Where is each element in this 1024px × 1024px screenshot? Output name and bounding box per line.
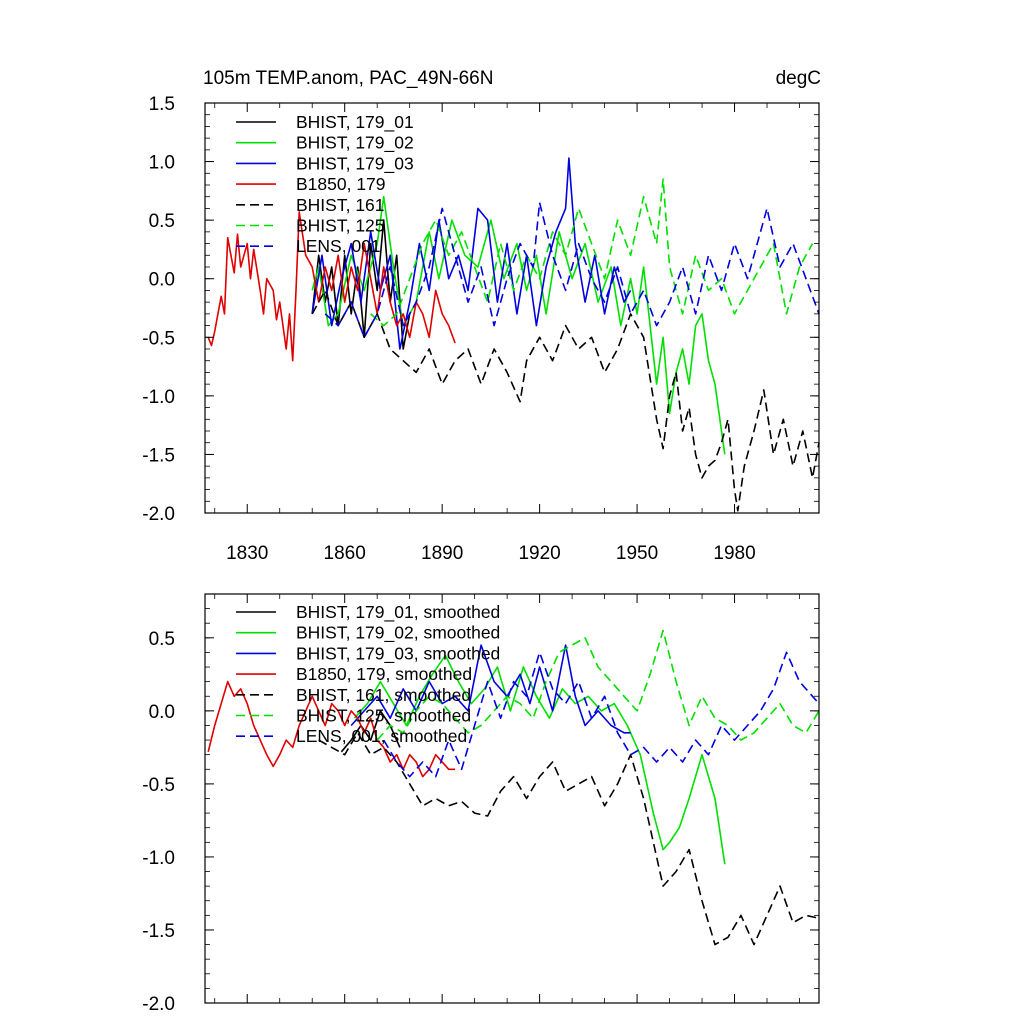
- top-plot-frame: [204, 102, 820, 514]
- top-xtick-label: 1920: [518, 543, 560, 564]
- top-xtick-label: 1980: [713, 543, 755, 564]
- top-legend-label-4: BHIST, 161: [296, 195, 385, 215]
- bottom-series-line-4: [318, 732, 820, 946]
- top-ytick-label: -1.0: [142, 387, 175, 408]
- bottom-ytick-label: -0.5: [142, 775, 175, 796]
- bottom-series-line-2: [350, 644, 631, 734]
- top-chart-units: degC: [776, 68, 821, 89]
- top-series-line-1: [311, 195, 726, 455]
- bottom-series-line-6: [383, 651, 820, 778]
- bottom-legend-label-3: B1850, 179, smoothed: [296, 664, 472, 684]
- bottom-ytick-label: -2.0: [142, 994, 175, 1015]
- bottom-ticks: -2.0 -1.5 -1.0 -0.5 0.0 0.5: [142, 593, 819, 1015]
- bottom-series-line-1: [353, 654, 726, 865]
- top-legend-label-5: BHIST, 125: [296, 216, 385, 236]
- bottom-series-line-3: [207, 680, 456, 778]
- top-chart-title: 105m TEMP.anom, PAC_49N-66N: [203, 68, 493, 89]
- bottom-legend-label-5: BHIST, 125, smoothed: [296, 706, 471, 726]
- top-ytick-label: -0.5: [142, 328, 175, 349]
- top-plot-lines: [207, 157, 820, 512]
- bottom-legend-label-4: BHIST, 161, smoothed: [296, 685, 471, 705]
- top-ytick-label: -1.5: [142, 445, 175, 466]
- top-series-line-2: [311, 157, 632, 350]
- top-ytick-label: 0.5: [149, 211, 175, 232]
- top-legend-label-1: BHIST, 179_02: [296, 133, 414, 154]
- top-series-line-4: [311, 289, 820, 512]
- top-ticks: -2.0 -1.5 -1.0 -0.5 0.0 0.5 1.0 1.5 1830 1860 1890…: [142, 94, 819, 564]
- top-series-line-3: [207, 211, 456, 362]
- top-legend-label-3: B1850, 179: [296, 174, 386, 194]
- top-xtick-label: 1950: [616, 543, 658, 564]
- bottom-ytick-label: -1.5: [142, 921, 175, 942]
- top-series-line-6: [324, 201, 820, 339]
- bottom-ytick-label: 0.5: [149, 629, 175, 650]
- chart-bottom: -2.0 -1.5 -1.0 -0.5 0.0 0.5 BHIST, 179_01, sm…: [142, 593, 820, 1015]
- top-xtick-label: 1890: [421, 543, 463, 564]
- bottom-legend-label-0: BHIST, 179_01, smoothed: [296, 602, 500, 623]
- top-xtick-label: 1830: [226, 543, 268, 564]
- top-legend-label-2: BHIST, 179_03: [296, 153, 414, 174]
- bottom-plot-lines: [207, 629, 820, 946]
- top-legend-label-0: BHIST, 179_01: [296, 112, 414, 133]
- top-xtick-label: 1860: [324, 543, 366, 564]
- bottom-ytick-label: 0.0: [149, 702, 175, 723]
- top-legend-label-6: LENS, 001: [296, 236, 381, 256]
- bottom-ytick-label: -1.0: [142, 848, 175, 869]
- chart-top: -2.0 -1.5 -1.0 -0.5 0.0 0.5 1.0 1.5 1830 1860 1890…: [142, 68, 821, 564]
- top-ytick-label: 0.0: [149, 270, 175, 291]
- bottom-legend-label-2: BHIST, 179_03, smoothed: [296, 643, 500, 664]
- top-series-line-5: [370, 178, 814, 327]
- bottom-series-line-5: [376, 629, 820, 741]
- top-ytick-label: 1.5: [149, 94, 175, 115]
- bottom-legend-label-1: BHIST, 179_02, smoothed: [296, 623, 500, 644]
- top-ytick-label: 1.0: [149, 153, 175, 174]
- bottom-legend-label-6: LENS, 001, smoothed: [296, 726, 467, 746]
- top-ytick-label: -2.0: [142, 504, 175, 525]
